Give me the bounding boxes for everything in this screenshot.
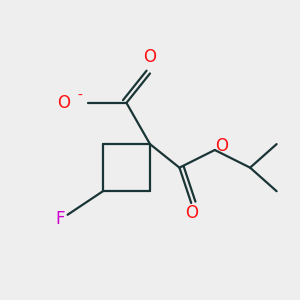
Text: O: O [143,48,157,66]
Text: O: O [58,94,70,112]
Text: O: O [185,205,198,223]
Text: -: - [78,88,83,103]
Text: F: F [55,210,64,228]
Text: O: O [215,136,228,154]
